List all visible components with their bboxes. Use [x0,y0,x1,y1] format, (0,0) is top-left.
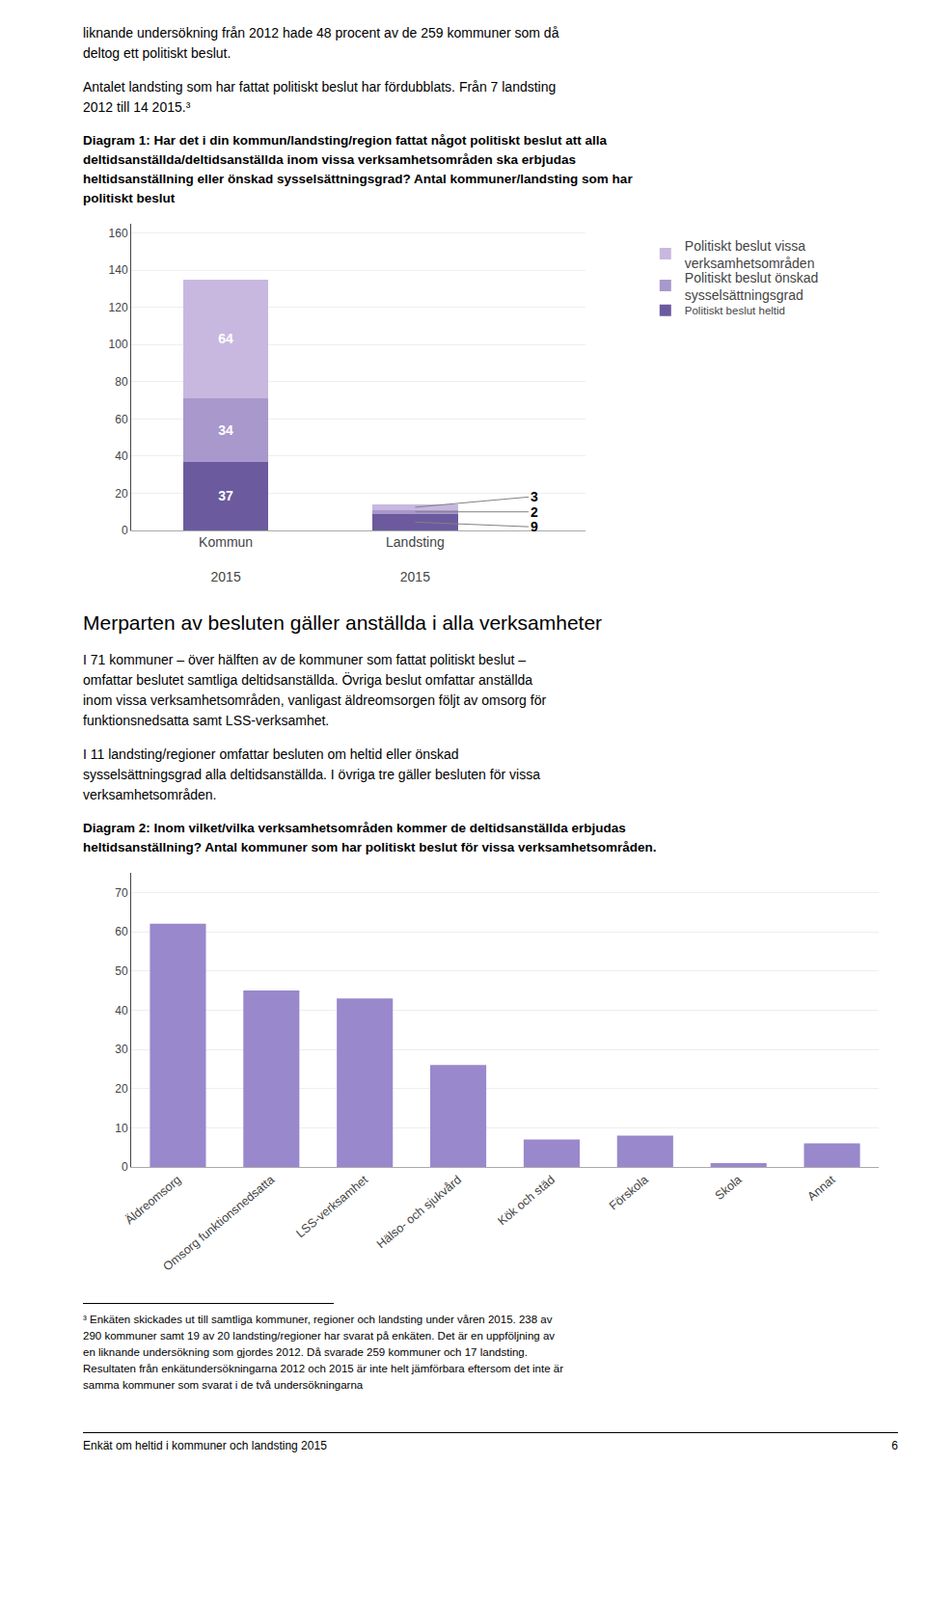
svg-text:Landsting2015: Landsting2015 [385,534,445,585]
svg-text:Omsorg funktionsnedsatta: Omsorg funktionsnedsatta [160,1172,277,1275]
svg-text:34: 34 [217,422,234,438]
html-text:en liknande undersökning som g: en liknande undersökning som gjordes 201… [82,1346,528,1359]
html-text:Diagram 2: Inom vilket/vilka v: Diagram 2: Inom vilket/vilka verksamhets… [82,820,626,836]
html-text:I 71 kommuner – över hälften a: I 71 kommuner – över hälften av de kommu… [82,652,526,668]
html-text:Enkät om heltid i kommuner och: Enkät om heltid i kommuner och landsting… [82,1439,327,1453]
svg-text:80: 80 [114,375,129,389]
svg-text:50: 50 [114,964,129,979]
svg-text:40: 40 [114,449,129,463]
svg-text:0: 0 [121,523,129,538]
svg-text:64: 64 [217,330,234,347]
html-text:Merparten av besluten gäller a: Merparten av besluten gäller anställda i… [82,611,602,634]
svg-text:3: 3 [530,489,539,505]
html-text:omfattar beslutet samtliga del: omfattar beslutet samtliga deltidsanstäl… [82,672,533,688]
svg-text:Äldreomsorg: Äldreomsorg [122,1172,184,1227]
html-text:deltidsanställda/deltidsanstäl: deltidsanställda/deltidsanställda inom v… [82,152,576,167]
html-text:verksamhetsområden.: verksamhetsområden. [82,787,217,803]
svg-text:40: 40 [114,1004,129,1018]
svg-text:140: 140 [108,263,129,277]
html-text:liknande undersökning från 201: liknande undersökning från 2012 hade 48 … [82,25,559,41]
svg-text:Kommun2015: Kommun2015 [198,534,253,585]
html-text:inom vissa verksamhetsområden,: inom vissa verksamhetsområden, vanligast… [82,692,547,709]
svg-text:LSS-verksamhet: LSS-verksamhet [293,1172,371,1241]
html-text:heltidsanställning? Antal komm: heltidsanställning? Antal kommuner som h… [82,840,657,855]
svg-text:20: 20 [114,1082,129,1096]
svg-text:37: 37 [217,488,234,504]
svg-text:Politiskt beslut önskadsyssels: Politiskt beslut önskadsysselsättningsgr… [684,270,819,303]
svg-text:Politiskt beslut heltid: Politiskt beslut heltid [684,304,786,317]
html-text:I 11 landsting/regioner omfatt: I 11 landsting/regioner omfattar beslute… [82,746,459,763]
html-text:Antalet landsting som har fatt: Antalet landsting som har fattat politis… [82,79,556,95]
svg-text:70: 70 [114,886,129,900]
svg-text:30: 30 [114,1042,129,1057]
html-text:heltidsanställning eller önska: heltidsanställning eller önskad sysselsä… [82,171,633,187]
html-text:290 kommuner samt 19 av 20 lan: 290 kommuner samt 19 av 20 landsting/reg… [82,1330,555,1342]
svg-text:Annat: Annat [804,1172,838,1204]
svg-text:Politiskt beslut vissaverksamh: Politiskt beslut vissaverksamhetsområden [684,238,816,272]
svg-text:100: 100 [108,337,129,352]
html-text:samma kommuner som svarat i de: samma kommuner som svarat i de två under… [82,1379,363,1391]
svg-text:0: 0 [121,1160,129,1174]
html-text:Diagram 1: Har det i din kommu: Diagram 1: Har det i din kommun/landstin… [82,133,607,148]
html-text:funktionsnedsatta samt LSS-ver: funktionsnedsatta samt LSS-verksamhet. [82,712,330,729]
svg-text:10: 10 [114,1121,129,1136]
svg-text:120: 120 [108,300,129,315]
svg-text:60: 60 [114,925,129,939]
html-text:³ Enkäten skickades ut till sa: ³ Enkäten skickades ut till samtliga kom… [82,1313,553,1326]
html-text:6: 6 [891,1439,899,1453]
svg-text:Skola: Skola [712,1172,745,1203]
svg-text:2: 2 [530,504,539,520]
svg-text:60: 60 [114,412,129,427]
svg-text:160: 160 [108,226,129,241]
html-text:politiskt beslut: politiskt beslut [82,190,175,206]
svg-text:Kök och städ: Kök och städ [495,1172,558,1228]
html-text:2012 till 14 2015.³: 2012 till 14 2015.³ [82,99,191,115]
svg-text:20: 20 [114,487,129,501]
svg-text:9: 9 [530,518,539,535]
html-text:deltog ett politiskt beslut.: deltog ett politiskt beslut. [82,45,231,61]
svg-text:Hälso- och sjukvård: Hälso- och sjukvård [374,1172,464,1252]
html-text:sysselsättningsgrad alla delti: sysselsättningsgrad alla deltidsanställd… [82,766,541,783]
html-text:Resultaten från enkätundersökn: Resultaten från enkätundersökningarna 20… [82,1362,564,1375]
svg-text:Förskola: Förskola [606,1172,652,1214]
